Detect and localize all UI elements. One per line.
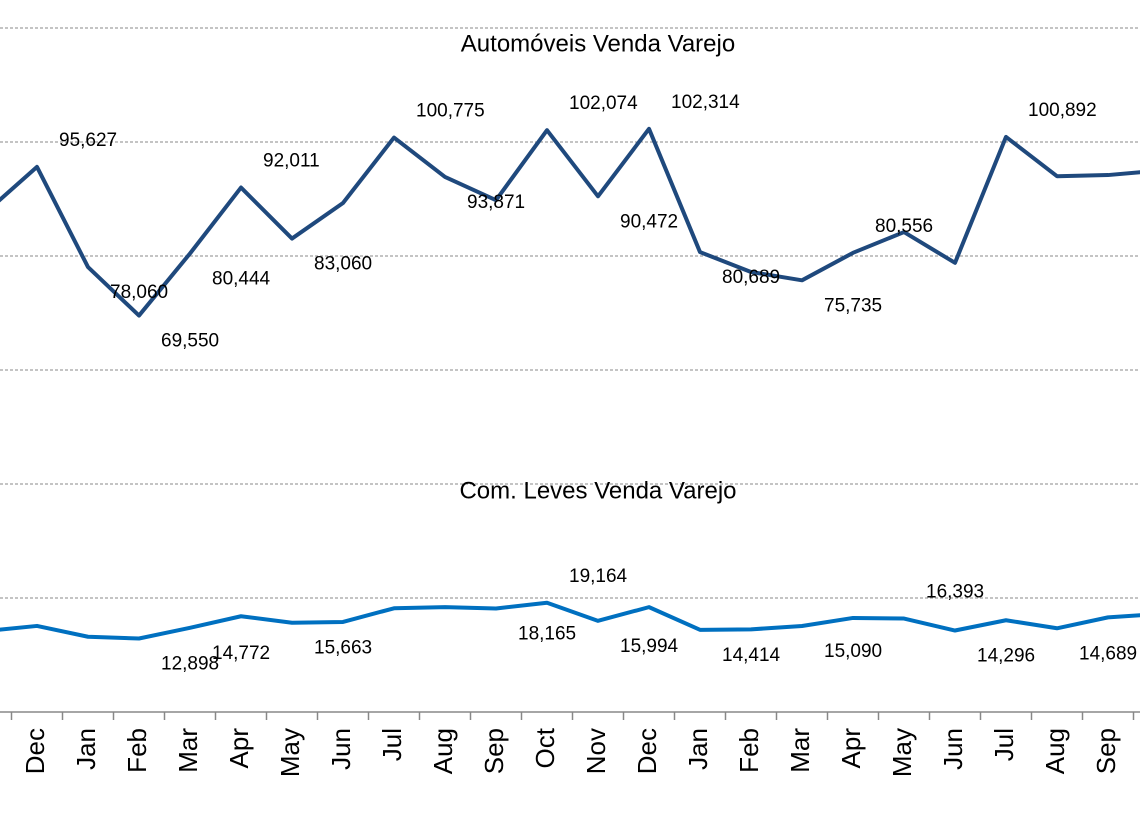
x-tick-label: Apr [836,728,866,769]
data-label: 19,164 [569,566,628,587]
x-tick-label: Dec [20,728,50,774]
x-tick-label: Sep [479,728,509,774]
data-label: 78,060 [110,282,168,303]
data-label: 16,393 [926,582,984,603]
x-tick-label: Aug [428,728,458,774]
x-tick-label: Jan [683,728,713,770]
x-tick-label: Aug [1040,728,1070,774]
data-label: 14,689 [1079,643,1137,664]
x-tick-label: Oct [530,727,560,768]
x-tick-label: Mar [785,728,815,773]
x-tick-label: May [887,728,917,777]
x-tick-label: Dec [632,728,662,774]
series-title: Com. Leves Venda Varejo [459,477,736,504]
data-label: 100,775 [416,101,485,122]
x-tick-label: Jan [71,728,101,770]
x-tick-label: Nov [581,728,611,774]
x-tick-label: Jul [377,728,407,761]
x-tick-label: Mar [173,728,203,773]
data-label: 14,414 [722,645,781,666]
x-tick-label: Feb [122,728,152,773]
data-label: 102,314 [671,92,740,113]
data-label: 80,556 [875,216,933,237]
x-tick-label: Feb [734,728,764,773]
x-tick-label: May [275,728,305,777]
data-label: 18,165 [518,623,576,644]
data-label: 80,444 [212,268,271,289]
data-label: 92,011 [263,151,320,172]
data-label: 83,060 [314,254,372,275]
x-tick-label: Jul [989,728,1019,761]
data-label: 93,871 [467,192,525,213]
data-label: 15,663 [314,638,372,659]
x-tick-label: Sep [1091,728,1121,774]
data-label: 14,296 [977,646,1035,667]
data-label: 90,472 [620,211,678,232]
data-label: 12,898 [161,653,219,674]
series-line [0,126,1140,318]
data-label: 15,090 [824,641,882,662]
x-tick-label: Jun [938,728,968,770]
data-label: 80,689 [722,267,780,288]
series-line [0,600,1140,641]
data-label: 100,892 [1028,100,1097,121]
series-title: Automóveis Venda Varejo [461,30,735,57]
data-label: 75,735 [824,295,882,316]
data-label: 102,074 [569,93,638,114]
x-tick-label: Apr [224,728,254,769]
data-label: 69,550 [161,331,219,352]
x-tick-label: Jun [326,728,356,770]
data-label: 95,627 [59,130,117,151]
data-label: 14,772 [212,643,270,664]
data-label: 15,994 [620,636,679,657]
